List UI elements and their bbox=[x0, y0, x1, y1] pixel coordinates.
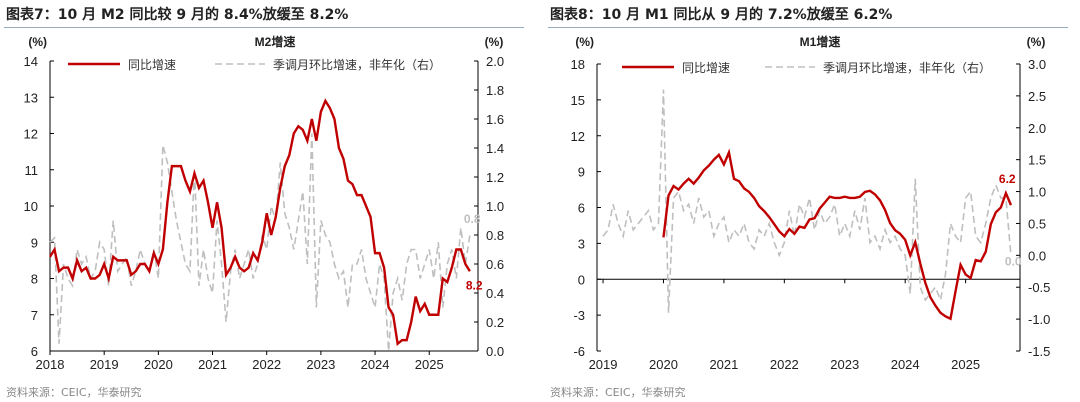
right-axis-unit: (%) bbox=[485, 35, 504, 49]
x-tick-label: 2024 bbox=[891, 357, 920, 372]
left-tick-label: -3 bbox=[573, 308, 585, 323]
right-tick-label: 1.5 bbox=[1028, 153, 1046, 168]
mom-line bbox=[602, 89, 1012, 313]
right-tick-label: 1.8 bbox=[486, 83, 504, 98]
divider bbox=[548, 27, 1068, 28]
left-tick-label: 9 bbox=[31, 235, 38, 250]
left-tick-label: 14 bbox=[24, 54, 38, 69]
yoy-end-label: 6.2 bbox=[999, 172, 1016, 186]
x-tick-label: 2025 bbox=[415, 357, 444, 372]
chart-title: M1增速 bbox=[800, 34, 841, 49]
source-note: 资料来源：CEIC，华泰研究 bbox=[6, 386, 142, 399]
figure-title-m2: 图表7：10 月 M2 同比较 9 月的 8.4%放缓至 8.2% bbox=[6, 7, 349, 23]
left-axis-unit: (%) bbox=[575, 35, 594, 49]
legend-yoy-label: 同比增速 bbox=[682, 61, 730, 75]
x-tick-label: 2021 bbox=[198, 357, 227, 372]
x-tick-label: 2022 bbox=[770, 357, 799, 372]
right-tick-label: -1.5 bbox=[1028, 344, 1050, 359]
x-tick-label: 2021 bbox=[709, 357, 738, 372]
m2-chart: M2增速 (%) (%) 6 7 8 9 10 11 12 13 14 0.0 0.2 0.4 0.6 0.8 1… bbox=[24, 34, 505, 372]
x-tick-label: 2023 bbox=[830, 357, 859, 372]
legend-mom-label: 季调月环比增速，非年化（右） bbox=[273, 57, 441, 72]
left-tick-label: 15 bbox=[571, 93, 585, 108]
x-tick-label: 2020 bbox=[649, 357, 678, 372]
x-tick-label: 2023 bbox=[306, 357, 335, 372]
right-tick-label: 0.5 bbox=[1028, 216, 1046, 231]
right-tick-label: 3.0 bbox=[1028, 57, 1046, 72]
right-tick-label: 1.2 bbox=[486, 170, 504, 185]
left-tick-label: 18 bbox=[571, 57, 585, 72]
right-axis-unit: (%) bbox=[1027, 35, 1046, 49]
figure-title-m1: 图表8：10 月 M1 同比从 9 月的 7.2%放缓至 6.2% bbox=[550, 7, 893, 23]
left-tick-label: 6 bbox=[31, 344, 38, 359]
right-tick-label: 0.0 bbox=[486, 344, 504, 359]
legend-yoy-label: 同比增速 bbox=[128, 58, 176, 72]
x-tick-label: 2024 bbox=[361, 357, 390, 372]
left-tick-label: 11 bbox=[25, 163, 39, 178]
legend-mom-label: 季调月环比增速，非年化（右） bbox=[823, 60, 991, 75]
left-tick-label: 0 bbox=[578, 272, 585, 287]
yoy-line bbox=[662, 148, 1013, 321]
left-tick-label: 6 bbox=[578, 201, 585, 216]
left-tick-label: 3 bbox=[578, 236, 585, 251]
right-tick-label: 1.6 bbox=[486, 112, 504, 127]
divider bbox=[4, 27, 524, 28]
x-tick-label: 2022 bbox=[252, 357, 281, 372]
right-tick-label: 0.8 bbox=[486, 228, 504, 243]
left-tick-label: 13 bbox=[24, 90, 38, 105]
left-tick-label: -6 bbox=[573, 344, 585, 359]
right-tick-label: 2.0 bbox=[486, 54, 504, 69]
left-tick-label: 12 bbox=[24, 127, 38, 142]
mom-line bbox=[49, 133, 471, 352]
right-tick-label: 2.0 bbox=[1028, 121, 1046, 136]
x-tick-label: 2019 bbox=[589, 357, 618, 372]
mom-end-label: 0.0 bbox=[1005, 254, 1022, 268]
left-tick-label: 8 bbox=[31, 272, 38, 287]
x-tick-label: 2020 bbox=[144, 357, 173, 372]
m1-chart: M1增速 (%) (%) -6 -3 0 3 6 9 12 15 18 -1.5 -1.0 -0.5 0.0 0… bbox=[571, 34, 1051, 372]
mom-end-label: 0.8 bbox=[464, 212, 481, 226]
right-tick-label: 0.4 bbox=[486, 286, 504, 301]
left-tick-label: 12 bbox=[571, 129, 585, 144]
left-tick-label: 10 bbox=[24, 199, 38, 214]
right-tick-label: 1.0 bbox=[1028, 185, 1046, 200]
x-tick-label: 2018 bbox=[36, 357, 65, 372]
x-tick-label: 2025 bbox=[951, 357, 980, 372]
right-tick-label: 0.0 bbox=[1028, 248, 1046, 263]
chart-title: M2增速 bbox=[255, 34, 296, 49]
yoy-line bbox=[48, 98, 471, 346]
left-axis-unit: (%) bbox=[28, 35, 47, 49]
right-tick-label: 1.0 bbox=[486, 199, 504, 214]
right-tick-label: 2.5 bbox=[1028, 89, 1046, 104]
left-tick-label: 7 bbox=[31, 308, 38, 323]
right-tick-label: -0.5 bbox=[1028, 280, 1050, 295]
left-tick-label: 9 bbox=[578, 165, 585, 180]
x-tick-label: 2019 bbox=[90, 357, 119, 372]
right-tick-label: 0.6 bbox=[486, 257, 504, 272]
yoy-end-label: 8.2 bbox=[466, 278, 483, 292]
source-note: 资料来源：CEIC，华泰研究 bbox=[550, 386, 686, 399]
right-tick-label: 1.4 bbox=[486, 141, 504, 156]
right-tick-label: 0.2 bbox=[486, 315, 504, 330]
right-tick-label: -1.0 bbox=[1028, 312, 1050, 327]
